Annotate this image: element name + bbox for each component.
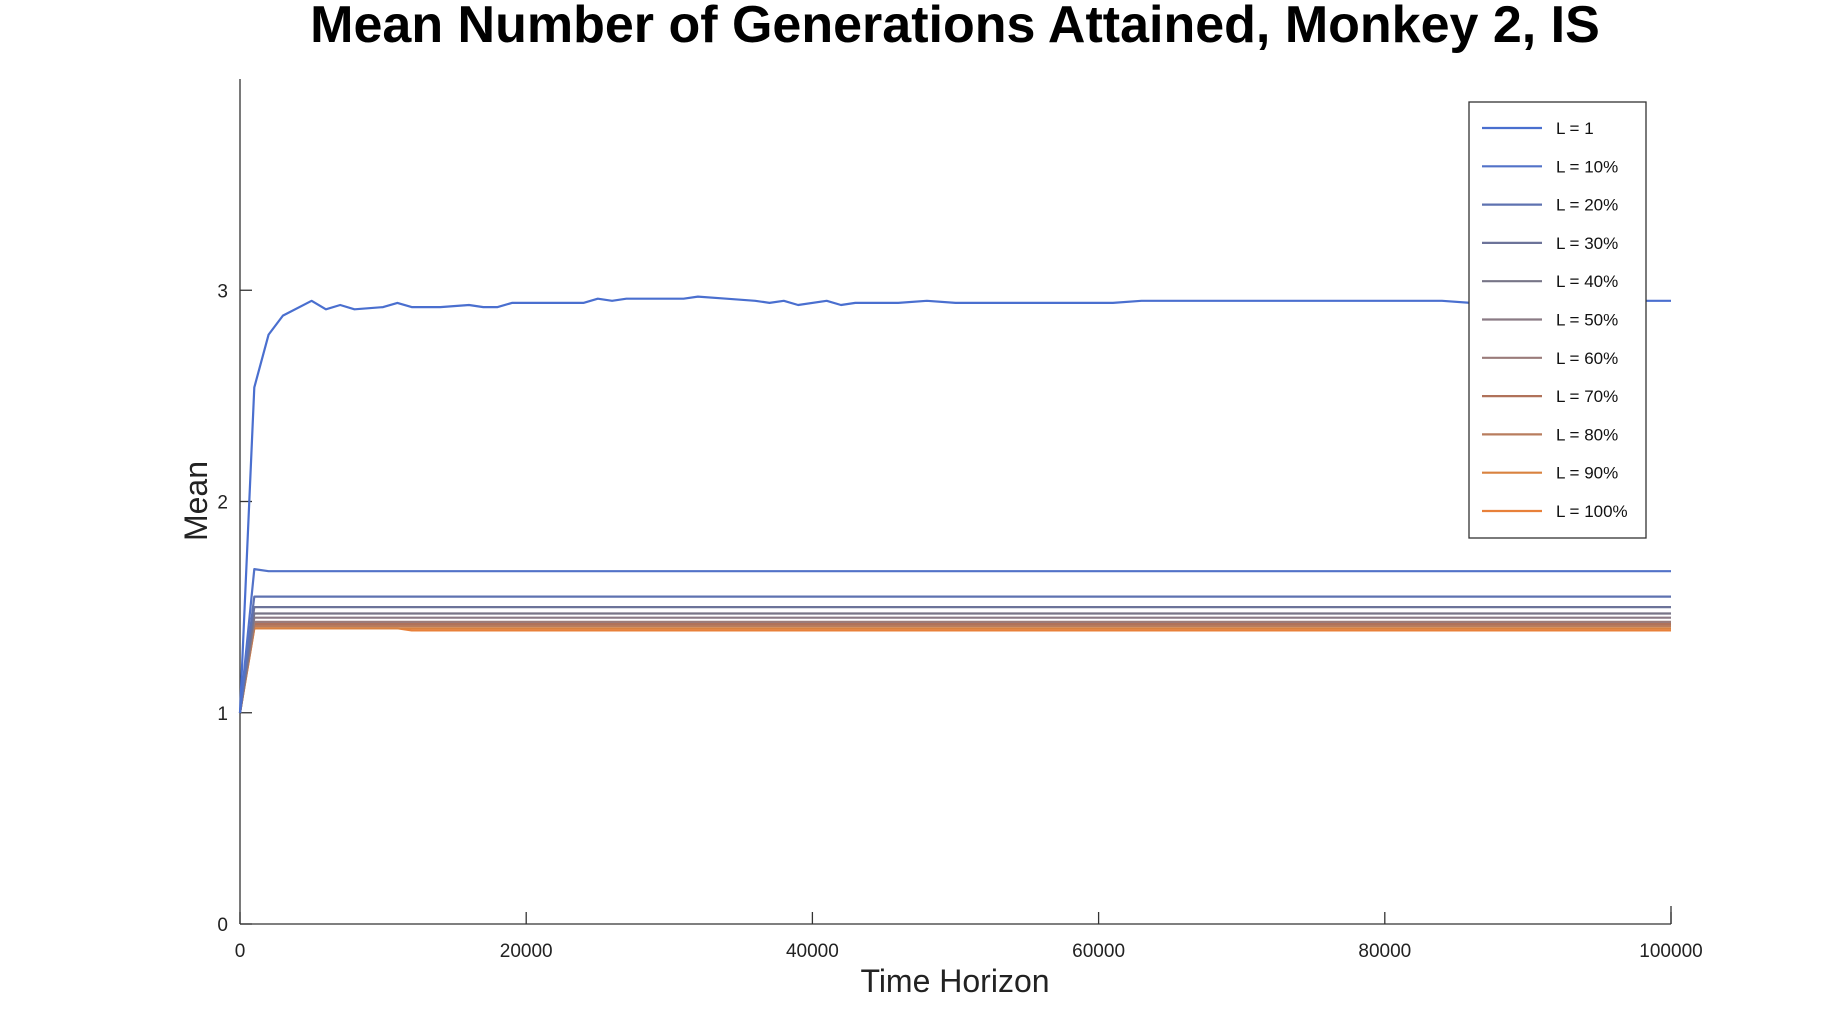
- series-line-9: [238, 624, 1671, 713]
- x-tick-label: 40000: [786, 941, 839, 962]
- series-line-2: [238, 567, 1671, 713]
- plot-area: 0 20000 40000 60000 80000 100000 0 1 2 3: [217, 79, 1703, 962]
- x-tick-label: 0: [235, 941, 246, 962]
- legend-entry-label: L = 100%: [1556, 502, 1628, 521]
- x-tick-label: 20000: [500, 941, 553, 962]
- y-axis-label: Mean: [178, 461, 214, 541]
- legend-entry-label: L = 80%: [1556, 425, 1618, 444]
- legend-entry-label: L = 60%: [1556, 349, 1618, 368]
- y-tick-label: 1: [217, 704, 228, 725]
- series-line-8: [238, 622, 1671, 713]
- x-ticks: 0 20000 40000 60000 80000 100000: [235, 912, 1703, 962]
- y-ticks: 0 1 2 3: [217, 281, 252, 936]
- series-line-7: [238, 620, 1671, 713]
- x-axis-label: Time Horizon: [860, 963, 1049, 999]
- series-lines: [238, 295, 1671, 713]
- chart-title: Mean Number of Generations Attained, Mon…: [310, 0, 1600, 54]
- y-tick-label: 3: [217, 281, 228, 302]
- legend-items: L = 1 L = 10% L = 20% L = 30% L = 40% L = 50%…: [1482, 119, 1628, 521]
- series-line-4: [238, 605, 1671, 713]
- legend-entry-label: L = 90%: [1556, 464, 1618, 483]
- legend-entry-label: L = 30%: [1556, 234, 1618, 253]
- series-line-3: [238, 595, 1671, 713]
- legend-entry-label: L = 1: [1556, 119, 1594, 138]
- legend-entry-label: L = 40%: [1556, 272, 1618, 291]
- legend: L = 1 L = 10% L = 20% L = 30% L = 40% L = 50%…: [1468, 101, 1647, 539]
- x-tick-label: 60000: [1072, 941, 1125, 962]
- y-tick-label: 0: [217, 915, 228, 936]
- x-tick-label: 80000: [1358, 941, 1411, 962]
- series-line-10: [238, 627, 1671, 713]
- legend-entry-label: L = 50%: [1556, 311, 1618, 330]
- series-line-11: [238, 627, 1671, 713]
- legend-entry-label: L = 20%: [1556, 196, 1618, 215]
- series-line-6: [238, 616, 1671, 713]
- series-line-5: [238, 612, 1671, 713]
- x-tick-label: 100000: [1639, 941, 1702, 962]
- series-line-1: [238, 295, 1671, 713]
- y-tick-label: 2: [217, 493, 228, 514]
- legend-entry-label: L = 10%: [1556, 157, 1618, 176]
- legend-entry-label: L = 70%: [1556, 387, 1618, 406]
